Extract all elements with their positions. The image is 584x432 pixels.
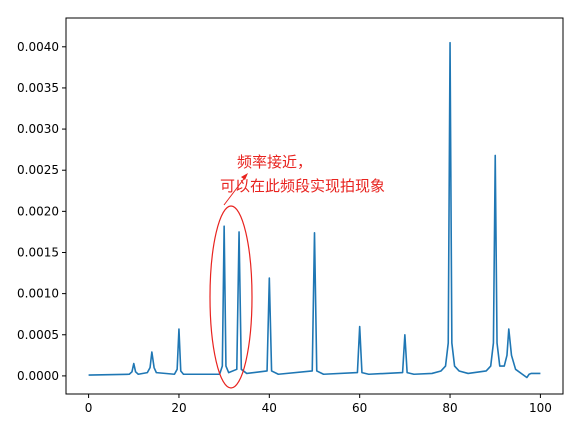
y-tick-label: 0.0030 <box>17 122 59 136</box>
annotation: 可以在此频段实现拍现象 <box>220 177 385 195</box>
annotation: 频率接近， <box>237 153 312 171</box>
y-tick-label: 0.0010 <box>17 287 59 301</box>
y-tick-label: 0.0015 <box>17 245 59 259</box>
highlight-ellipse <box>209 205 253 389</box>
arrow-head <box>241 173 248 180</box>
x-tick-label: 40 <box>262 401 277 415</box>
y-tick-label: 0.0040 <box>17 40 59 54</box>
x-tick-label: 60 <box>352 401 367 415</box>
data-line <box>88 41 541 379</box>
x-tick-label: 100 <box>529 401 552 415</box>
y-tick-label: 0.0035 <box>17 81 59 95</box>
x-tick-label: 80 <box>442 401 457 415</box>
y-tick-label: 0.0005 <box>17 328 59 342</box>
plot-frame <box>65 17 564 395</box>
y-tick-label: 0.0020 <box>17 204 59 218</box>
y-tick-label: 0.0000 <box>17 369 59 383</box>
annotation-arrow <box>223 175 247 206</box>
x-tick-label: 20 <box>171 401 186 415</box>
y-tick-label: 0.0025 <box>17 163 59 177</box>
x-tick-label: 0 <box>85 401 93 415</box>
